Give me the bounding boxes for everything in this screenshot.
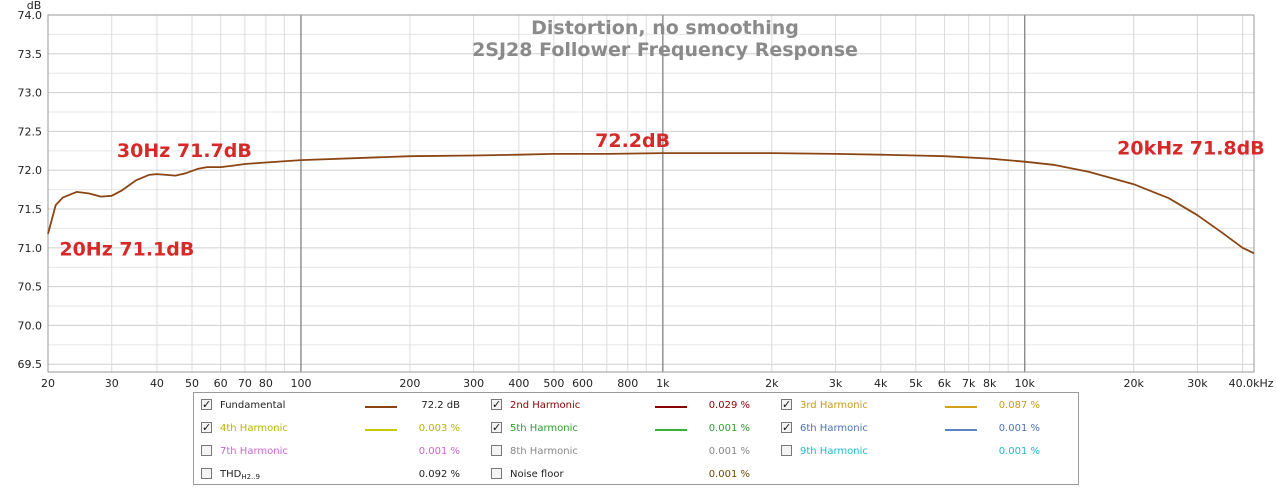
legend-item-subscript: H2..9 [241, 473, 260, 481]
x-tick-label: 300 [463, 377, 484, 390]
x-tick-label: 200 [399, 377, 420, 390]
y-tick-label: 74.0 [18, 9, 43, 22]
annotation-label: 20Hz 71.1dB [59, 239, 194, 261]
y-tick-label: 71.5 [18, 203, 43, 216]
legend-item-value: 0.087 % [998, 400, 1040, 411]
chart-title: Distortion, no smoothing [531, 17, 799, 39]
y-tick-label: 73.5 [18, 48, 43, 61]
annotation-label: 30Hz 71.7dB [117, 140, 252, 162]
legend-item-name: 9th Harmonic [800, 446, 868, 457]
legend-item: 7th Harmonic 0.001 % [201, 442, 471, 462]
legend-checkbox[interactable]: ✓ [491, 398, 502, 411]
legend-item: 8th Harmonic 0.001 % [491, 442, 761, 462]
legend-item-name: 7th Harmonic [220, 446, 288, 457]
y-tick-label: 73.0 [18, 87, 43, 100]
legend-checkbox[interactable] [491, 445, 502, 456]
y-tick-label: 72.5 [18, 125, 43, 138]
legend-item: ✓ 6th Harmonic 0.001 % [781, 419, 1051, 439]
x-tick-label: 2k [765, 377, 779, 390]
x-tick-label: 7k [962, 377, 976, 390]
legend-item-value: 0.001 % [708, 423, 750, 434]
legend-color-swatch [945, 406, 977, 408]
legend-item-name: 2nd Harmonic [510, 400, 581, 411]
legend-item-value: 0.001 % [998, 423, 1040, 434]
legend-item: 9th Harmonic 0.001 % [781, 442, 1051, 462]
x-tick-label: 30k [1187, 377, 1208, 390]
legend-checkbox[interactable]: ✓ [491, 421, 502, 434]
legend-checkbox[interactable]: ✓ [201, 398, 212, 411]
legend-item: ✓ 3rd Harmonic 0.087 % [781, 396, 1051, 416]
legend-item: ✓ 2nd Harmonic 0.029 % [491, 396, 761, 416]
annotation-label: 20kHz 71.8dB [1117, 138, 1265, 160]
x-tick-label: 80 [259, 377, 273, 390]
legend-panel: ✓ Fundamental 72.2 dB ✓ 2nd Harmonic 0.029 % ✓… [193, 392, 1079, 485]
legend-checkbox[interactable]: ✓ [201, 421, 212, 434]
x-tick-label: 800 [617, 377, 638, 390]
annotation-label: 72.2dB [595, 130, 670, 152]
legend-item-value: 0.001 % [998, 446, 1040, 457]
legend-color-swatch [655, 406, 687, 408]
legend-item-name: 3rd Harmonic [800, 400, 868, 411]
x-tick-label: 1k [656, 377, 670, 390]
y-tick-label: 72.0 [18, 164, 43, 177]
x-tick-label: 3k [829, 377, 843, 390]
legend-item: Noise floor 0.001 % [491, 465, 761, 485]
legend-item-name: 8th Harmonic [510, 446, 578, 457]
chart-subtitle: 2SJ28 Follower Frequency Response [472, 39, 858, 61]
fundamental-series-line [47, 152, 1255, 255]
x-tick-label: 20 [41, 377, 55, 390]
x-tick-label: 40.0kHz [1229, 377, 1274, 390]
plot-area [48, 15, 1254, 372]
x-tick-label: 6k [938, 377, 952, 390]
x-tick-label: 8k [983, 377, 997, 390]
x-tick-label: 400 [508, 377, 529, 390]
legend-item-value: 0.029 % [708, 400, 750, 411]
x-tick-label: 500 [543, 377, 564, 390]
legend-item-name: 6th Harmonic [800, 423, 868, 434]
legend-item: THDH2..9 0.092 % [201, 465, 471, 485]
legend-item: ✓ 5th Harmonic 0.001 % [491, 419, 761, 439]
x-tick-label: 40 [150, 377, 164, 390]
legend-checkbox[interactable] [201, 445, 212, 456]
x-tick-label: 10k [1015, 377, 1036, 390]
legend-item-name: Fundamental [220, 400, 286, 411]
legend-checkbox[interactable]: ✓ [781, 421, 792, 434]
y-tick-label: 71.0 [18, 242, 43, 255]
legend-item-value: 0.001 % [418, 446, 460, 457]
x-tick-label: 600 [572, 377, 593, 390]
x-tick-label: 30 [105, 377, 119, 390]
legend-checkbox[interactable] [491, 468, 502, 479]
y-axis-label: dB [27, 0, 42, 12]
y-tick-label: 70.5 [18, 281, 43, 294]
legend-color-swatch [365, 406, 397, 408]
frequency-response-chart: 69.5 70.0 70.5 71.0 71.5 72.0 72.5 73.0 73.5 74.0… [18, 0, 1274, 390]
x-tick-label: 70 [238, 377, 252, 390]
x-tick-label: 20k [1124, 377, 1145, 390]
legend-checkbox[interactable] [201, 468, 212, 479]
legend-item: ✓ 4th Harmonic 0.003 % [201, 419, 471, 439]
legend-color-swatch [365, 429, 397, 431]
x-tick-label: 50 [185, 377, 199, 390]
legend-color-swatch [655, 429, 687, 431]
legend-item-name: THDH2..9 [220, 469, 260, 481]
x-tick-label: 100 [290, 377, 311, 390]
x-tick-label: 4k [874, 377, 888, 390]
legend-checkbox[interactable] [781, 445, 792, 456]
legend-checkbox[interactable]: ✓ [781, 398, 792, 411]
y-tick-label: 69.5 [18, 358, 43, 371]
legend-color-swatch [945, 429, 977, 431]
legend-item-value: 0.001 % [708, 469, 750, 480]
legend-item-value: 0.001 % [708, 446, 750, 457]
x-tick-label: 5k [909, 377, 923, 390]
legend-item: ✓ Fundamental 72.2 dB [201, 396, 471, 416]
legend-item-name: Noise floor [510, 469, 564, 480]
legend-item-name: 4th Harmonic [220, 423, 288, 434]
legend-item-name: 5th Harmonic [510, 423, 578, 434]
legend-item-value: 0.003 % [418, 423, 460, 434]
plot-border [47, 14, 1255, 373]
legend-item-value: 72.2 dB [421, 400, 460, 411]
y-tick-label: 70.0 [18, 319, 43, 332]
legend-item-value: 0.092 % [418, 469, 460, 480]
x-tick-label: 60 [214, 377, 228, 390]
